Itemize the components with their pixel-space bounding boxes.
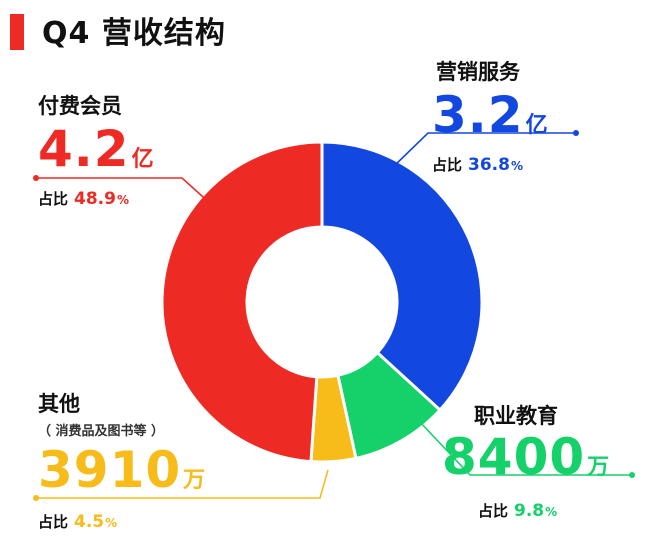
marketing-name: 营销服务 [436, 60, 520, 84]
membership-share-sign: % [116, 193, 129, 207]
other-share-value: 4.5 [74, 512, 105, 532]
label-membership: 付费会员 4.2亿 占比 48.9% [38, 90, 154, 209]
leader-line-marketing [391, 132, 576, 169]
label-marketing: 营销服务 3.2亿 占比 36.8% [432, 56, 548, 175]
education-name: 职业教育 [474, 404, 558, 428]
education-value: 8400 [442, 428, 586, 486]
other-subtitle: （ 消费品及图书等 ） [38, 424, 165, 439]
label-other: 其他 （ 消费品及图书等 ） 3910万 占比 4.5% [38, 388, 205, 532]
slice-marketing [320, 140, 484, 413]
other-name: 其他 [38, 392, 80, 416]
marketing-share-value: 36.8 [468, 155, 510, 175]
leader-dot-marketing [573, 130, 579, 136]
membership-unit: 亿 [131, 147, 154, 172]
marketing-value-row: 3.2亿 [432, 90, 548, 140]
other-share-label: 占比 [38, 513, 69, 531]
other-share-sign: % [105, 516, 118, 530]
leader-dot-other [33, 495, 39, 501]
education-unit: 万 [587, 455, 610, 480]
leader-line-other [36, 469, 329, 499]
membership-share-label: 占比 [38, 190, 69, 208]
membership-share: 占比 48.9% [38, 188, 154, 209]
slice-membership [160, 140, 324, 464]
education-share-value: 9.8 [514, 501, 545, 521]
other-share: 占比 4.5% [38, 511, 205, 532]
membership-value: 4.2 [38, 120, 130, 178]
title-accent-bar [10, 14, 24, 50]
education-value-row: 8400万 [442, 432, 609, 482]
label-education: 职业教育 [472, 400, 558, 430]
leader-dot-membership [33, 175, 39, 181]
membership-value-row: 4.2亿 [38, 124, 154, 174]
marketing-share-label: 占比 [432, 156, 463, 174]
label-education-value: 8400万 占比 9.8% [442, 432, 609, 521]
education-share-label: 占比 [478, 502, 509, 520]
marketing-value: 3.2 [432, 86, 524, 144]
education-share: 占比 9.8% [478, 500, 609, 521]
leader-dot-education [629, 472, 635, 478]
education-share-sign: % [545, 505, 558, 519]
marketing-share-sign: % [510, 159, 523, 173]
membership-name: 付费会员 [38, 94, 122, 118]
other-value: 3910 [38, 441, 182, 499]
leader-line-membership [36, 177, 213, 206]
chart-title: Q4 营收结构 [42, 16, 226, 51]
marketing-share: 占比 36.8% [432, 154, 548, 175]
leader-line-education [417, 419, 632, 476]
other-value-row: 3910万 [38, 445, 205, 495]
marketing-unit: 亿 [525, 113, 548, 138]
membership-share-value: 48.9 [74, 189, 116, 209]
other-unit: 万 [183, 468, 206, 493]
